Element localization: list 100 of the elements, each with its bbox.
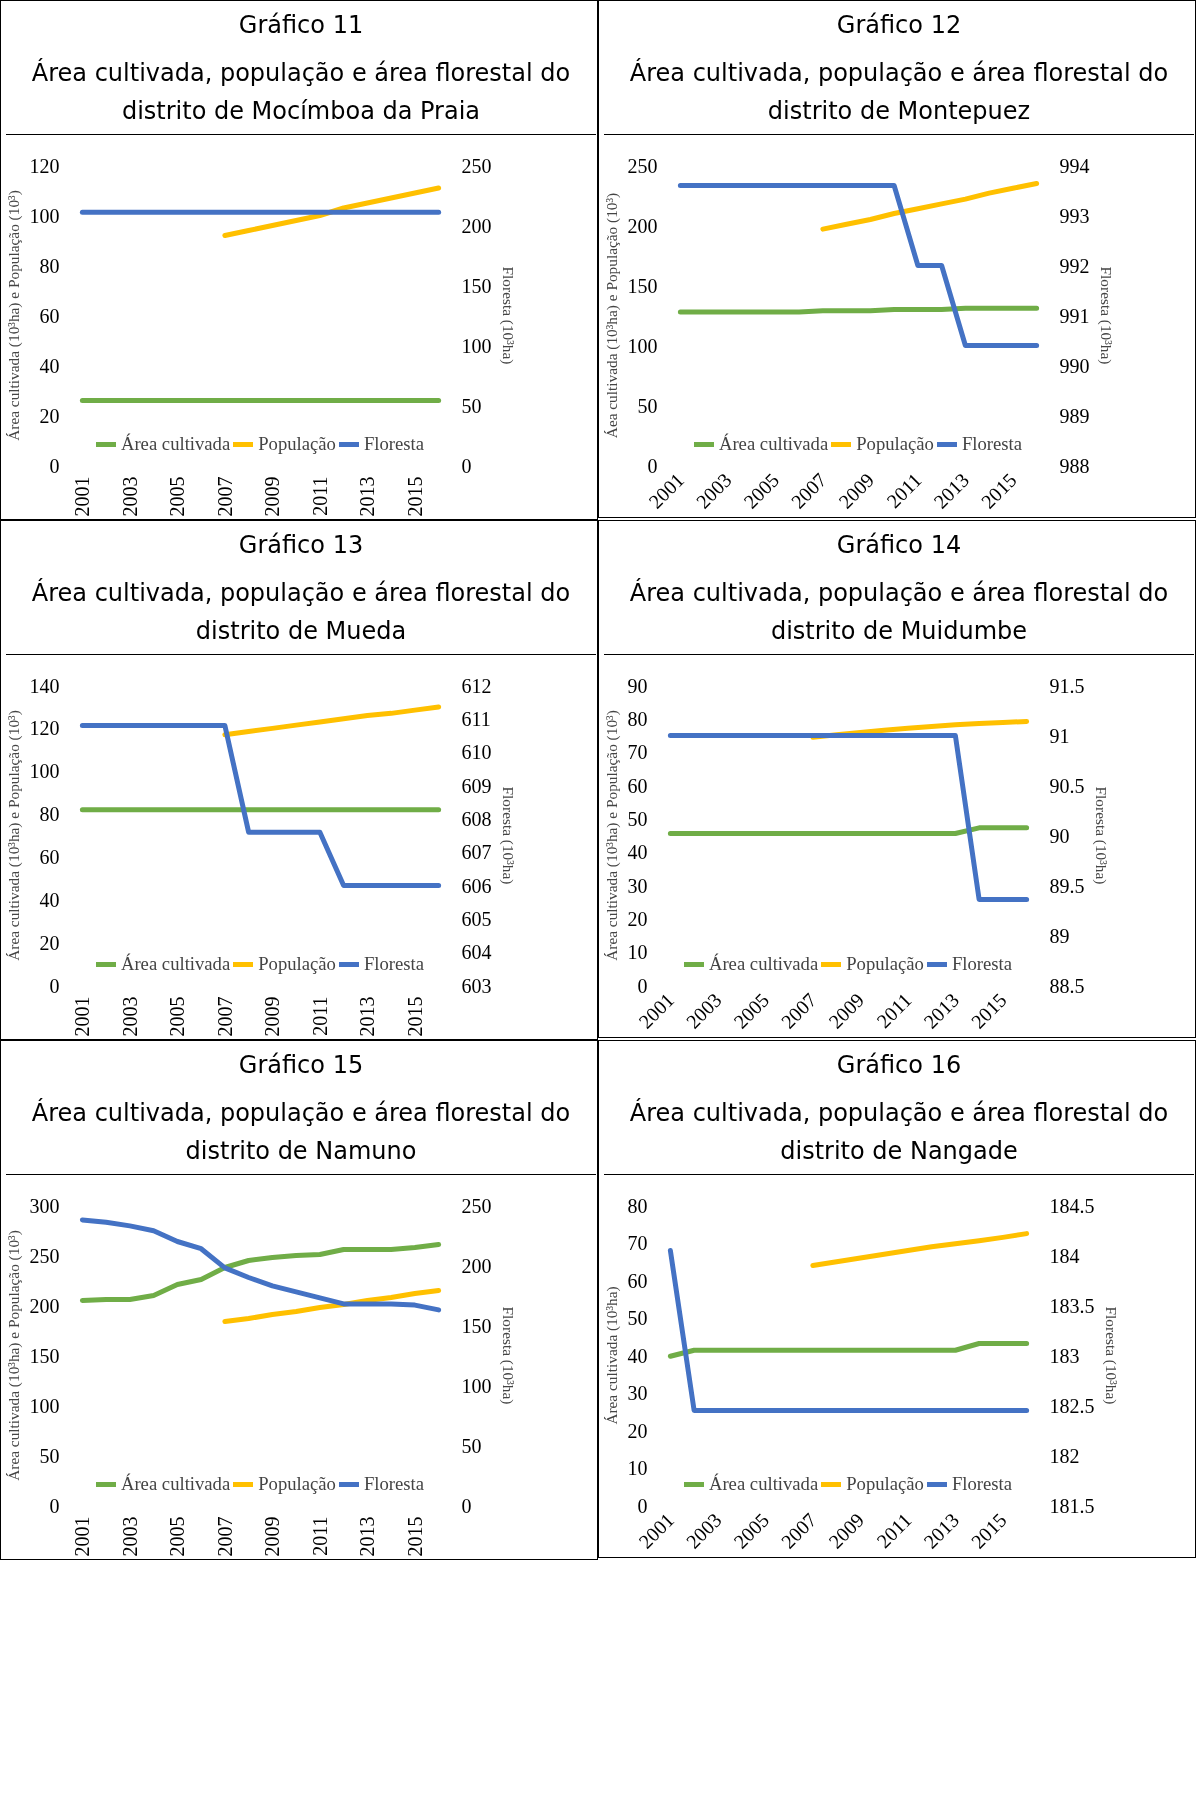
y2-tick-label: 606 [461,874,492,897]
y2-tick-label: 608 [461,807,492,830]
y-tick-label: 200 [627,214,658,237]
y2-tick-label: 604 [461,941,492,964]
legend-label: Área cultivada [120,953,231,975]
y2-tick-label: 994 [1059,154,1090,177]
y-tick-label: 250 [627,154,658,177]
y2-tick-label: 183.5 [1049,1294,1095,1317]
y2-tick-label: 181.5 [1049,1494,1095,1517]
y-tick-label: 30 [627,1382,648,1404]
legend-label: População [258,1473,336,1495]
y2-tick-label: 610 [461,741,492,764]
y-tick-label: 100 [29,760,60,783]
y2-tick-label: 150 [461,1314,492,1337]
chart-title: Gráfico 14 [836,530,962,561]
y2-tick-label: 91.5 [1049,674,1085,697]
y2-tick-label: 603 [461,974,492,997]
x-tick-label: 2003 [118,476,141,517]
y2-tick-label: 89 [1049,924,1070,947]
y-tick-label: 60 [627,774,648,797]
y2-tick-label: 200 [461,1254,492,1277]
chart-subtitle: Área cultivada, população e área florestal do distrito de Namuno [30,1097,572,1167]
x-tick-label: 2009 [261,476,284,517]
y2-tick-label: 182 [1049,1444,1080,1467]
y-tick-label: 70 [627,1232,648,1254]
chart-title: Gráfico 12 [836,10,962,41]
y2-tick-label: 183 [1049,1344,1080,1367]
x-tick-label: 2015 [403,996,426,1037]
legend-label: População [846,1473,924,1495]
legend-label: Área cultivada [708,953,819,975]
y2-tick-label: 250 [461,154,492,177]
x-tick-label: 2011 [872,1508,916,1553]
y2-tick-label: 992 [1059,254,1090,277]
x-tick-label: 2001 [71,996,94,1037]
y2-axis-title: Floresta (10³ha) [1091,786,1110,885]
x-tick-label: 2013 [356,1516,379,1557]
y-tick-label: 10 [627,1457,648,1479]
y2-tick-label: 150 [461,274,492,297]
y-tick-label: 120 [29,154,60,177]
y-tick-label: 250 [29,1244,60,1267]
y-tick-label: 100 [29,204,60,227]
chart-subtitle: Área cultivada, população e área florestal do distrito de Nangade [628,1097,1170,1167]
y2-tick-label: 990 [1059,354,1090,377]
chart-title: Gráfico 13 [238,530,364,561]
y2-tick-label: 90 [1049,824,1070,847]
x-tick-label: 2015 [403,1516,426,1557]
y-tick-label: 20 [39,931,60,954]
x-tick-label: 2005 [166,476,189,517]
x-tick-label: 2003 [118,1516,141,1557]
y-tick-label: 0 [49,974,60,997]
y2-axis-title: Floresta (10³ha) [498,1306,517,1405]
y2-tick-label: 993 [1059,204,1090,227]
y2-tick-label: 605 [461,907,492,930]
y2-axis-title: Floresta (10³ha) [1101,1306,1120,1405]
x-tick-label: 2011 [308,476,331,516]
y-axis-title: Área cultivada (10³ha) e População (10³) [4,1230,23,1481]
y-tick-label: 50 [627,1307,648,1329]
y-tick-label: 50 [637,394,658,417]
y-tick-label: 100 [29,1394,60,1417]
legend-label: Floresta [363,433,425,455]
x-tick-label: 2009 [261,996,284,1037]
x-tick-label: 2013 [356,996,379,1037]
y-tick-label: 10 [627,941,648,964]
chart-title: Gráfico 11 [238,10,364,41]
x-tick-label: 2005 [166,1516,189,1557]
y-tick-label: 40 [39,354,60,377]
legend-label: Floresta [951,953,1013,975]
chart-title: Gráfico 15 [238,1050,364,1081]
y2-tick-label: 989 [1059,404,1090,427]
y2-tick-label: 988 [1059,454,1090,477]
y-axis-title: Área cultivada (10³ha) e População (10³) [4,190,23,441]
legend-label: População [258,433,336,455]
legend-label: Área cultivada [120,433,231,455]
y-tick-label: 0 [647,454,658,477]
y-axis-title: Área cultivada (10³ha) e População (10³) [602,710,621,961]
y2-tick-label: 184.5 [1049,1194,1095,1217]
chart-subtitle: Área cultivada, população e área florestal do distrito de Mueda [30,577,572,647]
legend-label: Floresta [961,433,1023,455]
y-tick-label: 0 [49,454,60,477]
y-tick-label: 30 [627,874,648,897]
y-tick-label: 20 [39,404,60,427]
x-tick-label: 2011 [872,988,916,1033]
y-tick-label: 60 [39,304,60,327]
legend-label: Floresta [363,1473,425,1495]
x-tick-label: 2001 [71,1516,94,1557]
y-tick-label: 0 [637,1494,648,1517]
y-tick-label: 90 [627,674,648,697]
x-tick-label: 2015 [403,476,426,517]
y2-tick-label: 250 [461,1194,492,1217]
x-tick-label: 2001 [71,476,94,517]
y-tick-label: 60 [627,1269,648,1292]
y-tick-label: 80 [627,1194,648,1217]
x-tick-label: 2007 [213,1516,236,1557]
x-tick-label: 2007 [213,476,236,517]
y2-tick-label: 100 [461,334,492,357]
x-tick-label: 2005 [166,996,189,1037]
y2-tick-label: 89.5 [1049,874,1085,897]
y-tick-label: 60 [39,845,60,868]
y2-tick-label: 90.5 [1049,774,1085,797]
y-tick-label: 200 [29,1294,60,1317]
